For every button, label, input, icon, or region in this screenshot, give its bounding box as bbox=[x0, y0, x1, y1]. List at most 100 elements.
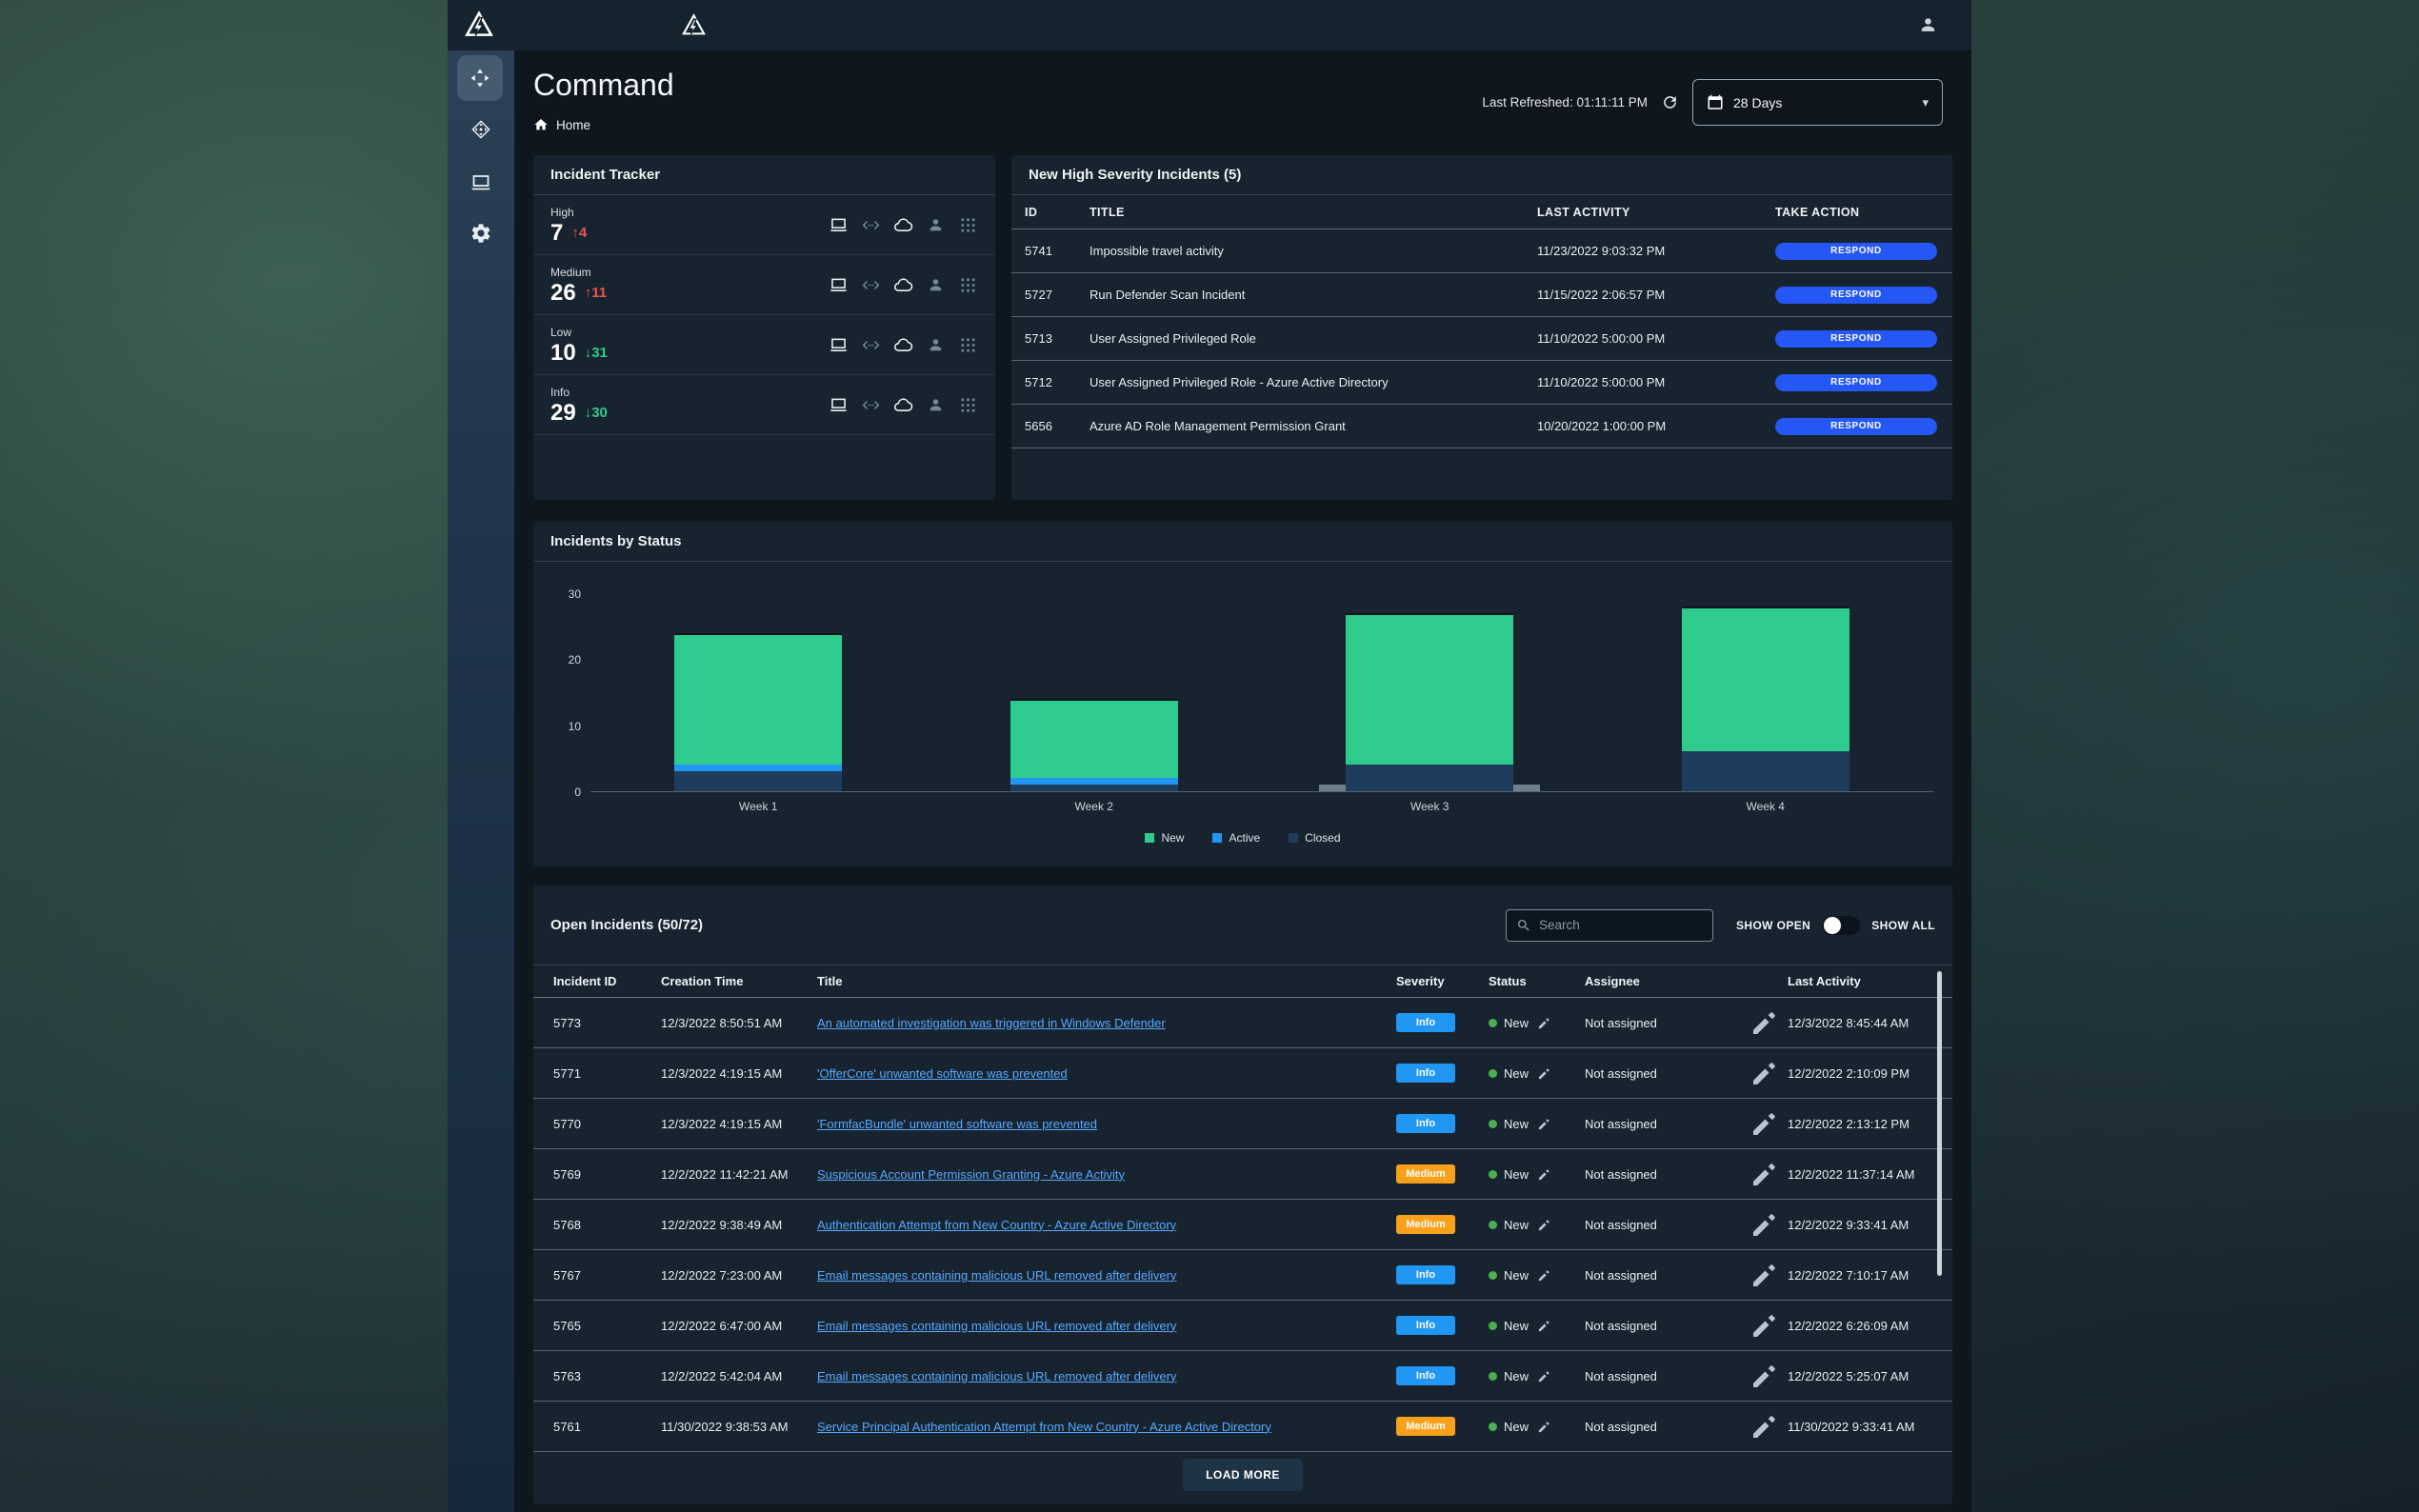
edit-assignee-cell bbox=[1749, 1058, 1788, 1088]
edit-status-icon[interactable] bbox=[1537, 1268, 1551, 1283]
code-icon[interactable] bbox=[861, 335, 881, 355]
edit-status-icon[interactable] bbox=[1537, 1117, 1551, 1131]
assignee-cell: Not assigned bbox=[1585, 1167, 1749, 1182]
edit-assignee-icon[interactable] bbox=[1749, 1209, 1780, 1240]
title-cell: Suspicious Account Permission Granting -… bbox=[817, 1167, 1396, 1182]
user-account-icon[interactable] bbox=[1917, 14, 1939, 36]
incident-title-link[interactable]: 'OfferCore' unwanted software was preven… bbox=[817, 1066, 1068, 1081]
endpoint-laptop-icon[interactable] bbox=[829, 395, 849, 415]
endpoint-laptop-icon[interactable] bbox=[829, 215, 849, 235]
legend-swatch bbox=[1289, 833, 1298, 843]
cloud-icon[interactable] bbox=[893, 275, 913, 295]
legend-item-new[interactable]: New bbox=[1145, 831, 1184, 845]
edit-assignee-icon[interactable] bbox=[1749, 1108, 1780, 1139]
open-incident-row: 577012/3/2022 4:19:15 AM'FormfacBundle' … bbox=[533, 1099, 1952, 1149]
code-icon[interactable] bbox=[861, 275, 881, 295]
apps-grid-icon[interactable] bbox=[958, 275, 978, 295]
show-open-label: SHOW OPEN bbox=[1736, 919, 1810, 932]
incident-title: Impossible travel activity bbox=[1090, 244, 1537, 258]
incident-id: 5727 bbox=[1025, 288, 1090, 302]
load-more-button[interactable]: LOAD MORE bbox=[1183, 1459, 1303, 1491]
apps-grid-icon[interactable] bbox=[958, 395, 978, 415]
incident-title-link[interactable]: Email messages containing malicious URL … bbox=[817, 1268, 1176, 1283]
legend-item-active[interactable]: Active bbox=[1212, 831, 1260, 845]
header-controls: Last Refreshed: 01:11:11 PM 28 Days ▾ bbox=[1482, 79, 1943, 126]
respond-button[interactable]: RESPOND bbox=[1775, 330, 1937, 348]
incident-title-link[interactable]: An automated investigation was triggered… bbox=[817, 1016, 1166, 1030]
search-input[interactable] bbox=[1539, 918, 1703, 932]
incident-id: 5761 bbox=[553, 1420, 661, 1434]
legend-label: Active bbox=[1229, 831, 1260, 845]
endpoint-laptop-icon[interactable] bbox=[829, 275, 849, 295]
y-axis-tick: 20 bbox=[547, 653, 581, 666]
open-incidents-panel: Open Incidents (50/72) SHOW OPEN SHOW AL… bbox=[533, 885, 1952, 1504]
breadcrumb[interactable]: Home bbox=[533, 117, 590, 132]
status-text: New bbox=[1504, 1016, 1529, 1030]
sidebar-item-settings[interactable] bbox=[470, 222, 492, 245]
edit-assignee-icon[interactable] bbox=[1749, 1411, 1780, 1442]
incident-last-activity: 11/15/2022 2:06:57 PM bbox=[1537, 288, 1775, 302]
edit-status-icon[interactable] bbox=[1537, 1420, 1551, 1434]
severity-cell: Info bbox=[1396, 1265, 1489, 1284]
edit-assignee-icon[interactable] bbox=[1749, 1260, 1780, 1290]
edit-assignee-icon[interactable] bbox=[1749, 1007, 1780, 1038]
incident-title-link[interactable]: Service Principal Authentication Attempt… bbox=[817, 1420, 1271, 1434]
incident-title-link[interactable]: Authentication Attempt from New Country … bbox=[817, 1218, 1176, 1232]
endpoint-laptop-icon[interactable] bbox=[829, 335, 849, 355]
show-open-toggle[interactable] bbox=[1822, 916, 1860, 935]
identity-icon[interactable] bbox=[926, 335, 946, 355]
cloud-icon[interactable] bbox=[893, 395, 913, 415]
edit-assignee-icon[interactable] bbox=[1749, 1058, 1780, 1088]
edit-status-icon[interactable] bbox=[1537, 1066, 1551, 1081]
sidebar-item-move[interactable] bbox=[470, 118, 492, 141]
code-icon[interactable] bbox=[861, 215, 881, 235]
respond-button[interactable]: RESPOND bbox=[1775, 418, 1937, 435]
edit-status-icon[interactable] bbox=[1537, 1369, 1551, 1383]
date-range-select[interactable]: 28 Days ▾ bbox=[1692, 79, 1943, 126]
cloud-icon[interactable] bbox=[893, 215, 913, 235]
apps-grid-icon[interactable] bbox=[958, 215, 978, 235]
tracker-summary: Medium26↑11 bbox=[550, 266, 607, 305]
high-severity-title: New High Severity Incidents (5) bbox=[1029, 167, 1241, 183]
edit-status-icon[interactable] bbox=[1537, 1319, 1551, 1333]
open-incidents-rows: 577312/3/2022 8:50:51 AMAn automated inv… bbox=[533, 998, 1952, 1452]
edit-status-icon[interactable] bbox=[1537, 1167, 1551, 1182]
respond-button[interactable]: RESPOND bbox=[1775, 374, 1937, 391]
status-dot bbox=[1489, 1221, 1497, 1229]
tracker-row-medium: Medium26↑11 bbox=[533, 255, 995, 315]
edit-assignee-cell bbox=[1749, 1260, 1788, 1290]
edit-assignee-icon[interactable] bbox=[1749, 1159, 1780, 1189]
respond-button[interactable]: RESPOND bbox=[1775, 287, 1937, 304]
legend-swatch bbox=[1145, 833, 1154, 843]
code-icon[interactable] bbox=[861, 395, 881, 415]
sidebar-item-command[interactable] bbox=[457, 55, 503, 101]
search-box bbox=[1506, 909, 1713, 942]
identity-icon[interactable] bbox=[926, 395, 946, 415]
identity-icon[interactable] bbox=[926, 215, 946, 235]
incident-title: User Assigned Privileged Role - Azure Ac… bbox=[1090, 375, 1537, 389]
status-dot bbox=[1489, 1422, 1497, 1431]
incident-title-link[interactable]: Suspicious Account Permission Granting -… bbox=[817, 1167, 1125, 1182]
bar-week-3 bbox=[1346, 613, 1513, 791]
incident-title-link[interactable]: 'FormfacBundle' unwanted software was pr… bbox=[817, 1117, 1097, 1131]
legend-item-closed[interactable]: Closed bbox=[1289, 831, 1340, 845]
edit-assignee-icon[interactable] bbox=[1749, 1361, 1780, 1391]
edit-assignee-icon[interactable] bbox=[1749, 1310, 1780, 1341]
creation-time: 12/2/2022 7:23:00 AM bbox=[661, 1268, 817, 1283]
cloud-icon[interactable] bbox=[893, 335, 913, 355]
incident-title-link[interactable]: Email messages containing malicious URL … bbox=[817, 1369, 1176, 1383]
chart-legend: New Active Closed bbox=[533, 831, 1952, 845]
edit-status-icon[interactable] bbox=[1537, 1218, 1551, 1232]
scrollbar-thumb[interactable] bbox=[1937, 971, 1942, 1276]
apps-grid-icon[interactable] bbox=[958, 335, 978, 355]
edit-status-icon[interactable] bbox=[1537, 1016, 1551, 1030]
severity-cell: Info bbox=[1396, 1064, 1489, 1083]
incident-tracker-rows: High7↑4Medium26↑11Low10↓31Info29↓30 bbox=[533, 195, 995, 435]
refresh-icon[interactable] bbox=[1661, 93, 1679, 111]
respond-button[interactable]: RESPOND bbox=[1775, 243, 1937, 260]
incident-title-link[interactable]: Email messages containing malicious URL … bbox=[817, 1319, 1176, 1333]
creation-time: 11/30/2022 9:38:53 AM bbox=[661, 1420, 817, 1434]
identity-icon[interactable] bbox=[926, 275, 946, 295]
status-text: New bbox=[1504, 1066, 1529, 1081]
sidebar-item-endpoints[interactable] bbox=[470, 171, 492, 194]
